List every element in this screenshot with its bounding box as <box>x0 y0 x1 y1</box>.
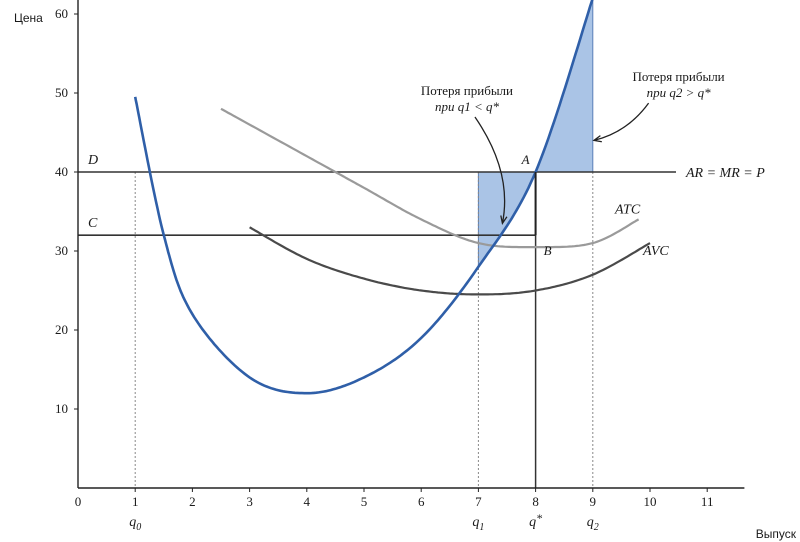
avc-curve <box>249 226 651 296</box>
atc-curve <box>220 107 640 249</box>
x-tick-label-10: 10 <box>644 494 657 509</box>
y-tick-group: 10 20 30 40 50 60 <box>55 6 78 416</box>
avc-curve-label: AVC <box>642 244 669 259</box>
point-a-label: A <box>521 152 530 167</box>
qstar-label: q* <box>529 511 542 530</box>
x-tick-label-1: 1 <box>132 494 139 509</box>
annotation-arrow-q2 <box>592 102 650 143</box>
point-b-label: B <box>544 243 552 258</box>
x-tick-label-2: 2 <box>189 494 196 509</box>
x-tick-label-0: 0 <box>75 494 82 509</box>
mc-curve <box>133 0 594 395</box>
annotation-loss-q1-title: Потеря прибыли <box>421 83 513 98</box>
q2-label: q2 <box>587 515 599 533</box>
annotation-loss-q1-condition: при q1 < q* <box>435 99 500 114</box>
x-tick-label-9: 9 <box>590 494 597 509</box>
x-axis-title: Выпуск <box>756 527 797 541</box>
x-tick-label-6: 6 <box>418 494 425 509</box>
y-tick-label-30: 30 <box>55 243 68 258</box>
x-tick-group: 0 1 2 3 4 5 6 7 8 9 10 11 <box>75 488 714 509</box>
y-tick-label-10: 10 <box>55 401 68 416</box>
y-tick-label-50: 50 <box>55 85 68 100</box>
annotation-loss-q2-title: Потеря прибыли <box>633 69 725 84</box>
x-tick-label-5: 5 <box>361 494 368 509</box>
x-tick-label-3: 3 <box>246 494 253 509</box>
x-tick-label-8: 8 <box>532 494 539 509</box>
y-tick-label-40: 40 <box>55 164 68 179</box>
q1-label: q1 <box>472 515 484 533</box>
d-label: D <box>87 153 98 168</box>
x-tick-label-11: 11 <box>701 494 714 509</box>
x-tick-label-4: 4 <box>304 494 311 509</box>
c-label: C <box>88 216 98 231</box>
atc-curve-label: ATC <box>614 203 641 218</box>
q0-label: q0 <box>129 515 141 533</box>
annotation-loss-q2-condition: при q2 > q* <box>647 85 712 100</box>
y-axis-title: Цена <box>14 11 43 25</box>
y-tick-label-60: 60 <box>55 6 68 21</box>
annotation-arrow-q1 <box>474 116 508 225</box>
x-tick-label-7: 7 <box>475 494 482 509</box>
y-tick-label-20: 20 <box>55 322 68 337</box>
ar-mr-p-label: AR = MR = P <box>685 166 765 181</box>
